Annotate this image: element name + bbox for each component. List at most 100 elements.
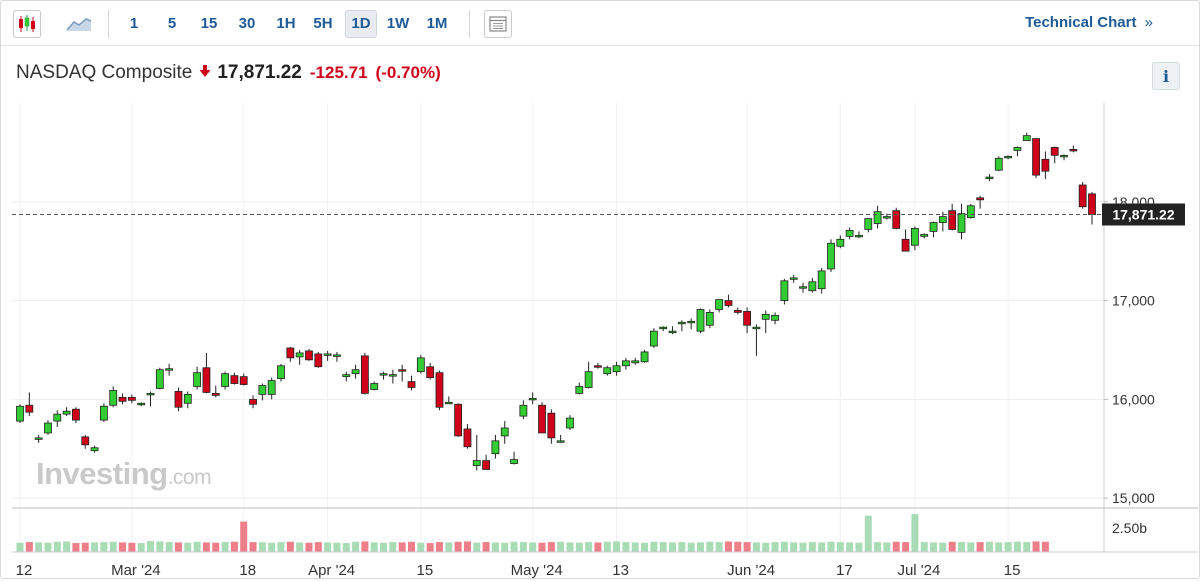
candle-body bbox=[127, 396, 136, 401]
candle bbox=[724, 294, 733, 308]
candle bbox=[938, 211, 947, 232]
candle bbox=[239, 373, 248, 386]
candle-body bbox=[566, 417, 574, 429]
candle-body bbox=[314, 353, 323, 368]
timeframe-1w[interactable]: 1W bbox=[386, 15, 410, 32]
volume-bar bbox=[258, 542, 266, 552]
volume-bar bbox=[193, 541, 201, 552]
candle-body bbox=[109, 390, 118, 406]
candle bbox=[985, 174, 994, 182]
candle bbox=[398, 364, 407, 382]
timeframe-30[interactable]: 30 bbox=[238, 15, 256, 32]
volume-bar bbox=[417, 542, 425, 552]
timeframe-1m[interactable]: 1M bbox=[426, 15, 448, 32]
candle bbox=[183, 391, 192, 409]
candle bbox=[920, 233, 929, 239]
volume-bar bbox=[510, 541, 518, 552]
candle bbox=[780, 278, 789, 305]
candle bbox=[603, 365, 612, 376]
volume-tick-label: 2.50b bbox=[1112, 520, 1147, 536]
volume-bar bbox=[63, 541, 71, 552]
candle bbox=[1041, 151, 1050, 180]
candle bbox=[249, 395, 257, 409]
toolbar-divider bbox=[469, 10, 470, 38]
timeframe-5h[interactable]: 5H bbox=[313, 15, 333, 32]
timeframe-1[interactable]: 1 bbox=[129, 15, 139, 32]
candle-body bbox=[388, 374, 397, 377]
candle-body bbox=[99, 405, 108, 421]
candle-body bbox=[230, 375, 239, 384]
area-chart-icon[interactable] bbox=[65, 10, 93, 38]
candle bbox=[976, 195, 985, 209]
candle bbox=[361, 352, 369, 395]
candle bbox=[407, 375, 416, 391]
candle bbox=[351, 364, 360, 379]
candle bbox=[929, 221, 938, 238]
x-tick-label: Apr '24 bbox=[308, 562, 355, 579]
candle-body bbox=[407, 381, 416, 388]
candle-body bbox=[938, 216, 947, 223]
candle-body bbox=[258, 385, 267, 395]
candle-body bbox=[901, 238, 910, 252]
volume-bar bbox=[342, 543, 350, 552]
volume-bar bbox=[370, 542, 378, 552]
candle-body bbox=[799, 286, 807, 289]
candle-body bbox=[323, 353, 332, 356]
candle bbox=[752, 324, 761, 356]
candle-body bbox=[752, 326, 761, 330]
volume-bar bbox=[724, 541, 732, 552]
candlestick-chart-icon[interactable] bbox=[13, 10, 41, 38]
timeframe-5[interactable]: 5 bbox=[167, 15, 177, 32]
candle bbox=[500, 421, 509, 444]
info-button[interactable]: i bbox=[1152, 62, 1180, 90]
volume-bar bbox=[566, 542, 574, 552]
candle-body bbox=[333, 354, 341, 357]
candle bbox=[789, 274, 798, 283]
candle-body bbox=[500, 427, 509, 437]
candle-body bbox=[174, 391, 183, 408]
candle-body bbox=[808, 281, 817, 292]
volume-bar bbox=[463, 541, 471, 552]
candle-body bbox=[892, 210, 901, 229]
last-price-line: 17,871.22 bbox=[12, 203, 1185, 226]
candle-body bbox=[1022, 135, 1031, 141]
technical-chart-link[interactable]: Technical Chart » bbox=[1025, 14, 1153, 31]
candle-body bbox=[370, 383, 379, 390]
volume-bar bbox=[920, 542, 928, 552]
timeframe-1h[interactable]: 1H bbox=[276, 15, 296, 32]
candle bbox=[379, 371, 388, 380]
candle bbox=[547, 409, 556, 444]
volume-bar bbox=[240, 521, 248, 552]
candle-body bbox=[155, 369, 164, 389]
volume-bar bbox=[650, 541, 658, 552]
candle bbox=[659, 326, 668, 332]
candle-body bbox=[864, 218, 873, 230]
volume-bar bbox=[1023, 542, 1031, 552]
candle-body bbox=[1013, 147, 1022, 151]
volume-bar bbox=[659, 542, 667, 552]
candle bbox=[90, 445, 99, 453]
candle bbox=[454, 403, 463, 437]
timeframe-15[interactable]: 15 bbox=[200, 15, 218, 32]
volume-bar bbox=[594, 542, 602, 552]
candle-body bbox=[873, 211, 882, 224]
candle-body bbox=[910, 228, 919, 246]
x-tick-label: 15 bbox=[416, 562, 433, 579]
volume-bar bbox=[613, 541, 621, 552]
volume-bar bbox=[631, 542, 639, 552]
candle-body bbox=[668, 330, 677, 334]
candle bbox=[314, 351, 323, 368]
volume-bar bbox=[995, 542, 1003, 552]
chart-layout-icon[interactable] bbox=[484, 10, 512, 38]
candle-body bbox=[183, 394, 192, 404]
candle-body bbox=[277, 365, 285, 379]
candle-body bbox=[1060, 154, 1068, 158]
watermark-domain: .com bbox=[167, 466, 212, 489]
candlesticks bbox=[16, 132, 1096, 471]
candle bbox=[435, 370, 444, 411]
candle bbox=[193, 366, 202, 390]
candle-body bbox=[966, 205, 975, 218]
candle bbox=[333, 351, 341, 362]
timeframe-1d[interactable]: 1D bbox=[345, 10, 377, 38]
